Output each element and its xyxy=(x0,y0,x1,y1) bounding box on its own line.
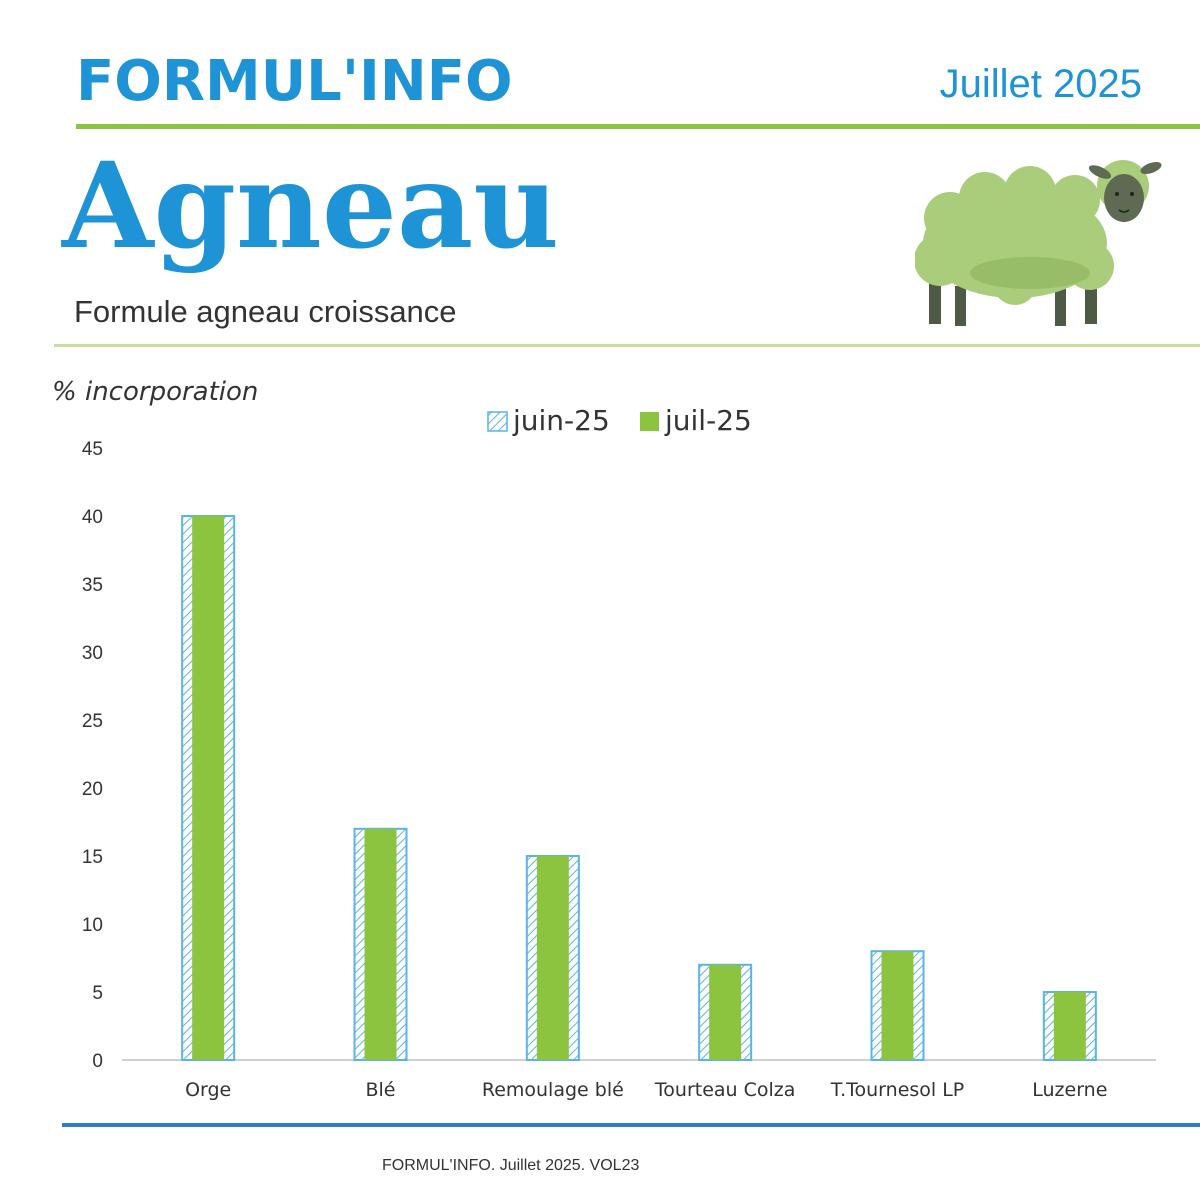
y-tick-label: 25 xyxy=(82,711,103,732)
legend: juin-25 juil-25 xyxy=(487,404,752,437)
x-tick-label: Tourteau Colza xyxy=(654,1079,796,1101)
legend-label: juin-25 xyxy=(512,404,610,437)
legend-swatch xyxy=(487,411,508,432)
footer-text: FORMUL'INFO. Juillet 2025. VOL23 xyxy=(382,1157,640,1174)
y-tick-label: 45 xyxy=(82,439,103,460)
bar-juil-25 xyxy=(364,828,397,1060)
y-axis-ticks: 0 5 10 15 20 25 30 35 40 45 xyxy=(82,439,103,1072)
bar-juil-25 xyxy=(536,856,569,1060)
x-tick-label: Remoulage blé xyxy=(482,1079,624,1101)
sheep-icon xyxy=(915,160,1162,326)
x-tick-label: Blé xyxy=(365,1079,395,1101)
bar-juil-25 xyxy=(881,951,914,1060)
y-tick-label: 20 xyxy=(82,779,103,800)
x-tick-label: Orge xyxy=(185,1079,231,1101)
legend-label: juil-25 xyxy=(664,404,752,437)
x-tick-label: Luzerne xyxy=(1032,1079,1107,1101)
y-tick-label: 15 xyxy=(82,847,103,868)
page-subtitle: Formule agneau croissance xyxy=(74,294,457,329)
middle-divider xyxy=(54,344,1200,347)
y-tick-label: 30 xyxy=(82,643,103,664)
y-tick-label: 40 xyxy=(82,507,103,528)
x-tick-label: T.Tournesol LP xyxy=(830,1079,965,1101)
y-tick-label: 35 xyxy=(82,575,103,596)
bar-juil-25 xyxy=(709,964,742,1060)
legend-swatch xyxy=(640,412,659,431)
bar-juil-25 xyxy=(1053,992,1086,1060)
issue-date: Juillet 2025 xyxy=(939,62,1142,106)
top-divider xyxy=(76,124,1200,129)
y-tick-label: 0 xyxy=(92,1051,103,1072)
y-tick-label: 5 xyxy=(92,983,103,1004)
brand-logo: FORMUL'INFO xyxy=(76,49,513,114)
y-axis-label: % incorporation xyxy=(52,377,258,407)
bars xyxy=(181,515,1097,1062)
bar-chart: % incorporation juin-25 juil-25 0 5 10 15 20 2… xyxy=(52,377,1156,1101)
bottom-divider xyxy=(62,1123,1200,1127)
page-title: Agneau xyxy=(62,136,560,275)
bar-juil-25 xyxy=(192,516,225,1060)
x-axis-labels: Orge Blé Remoulage blé Tourteau Colza T.Tour… xyxy=(185,1079,1107,1101)
y-tick-label: 10 xyxy=(82,915,103,936)
